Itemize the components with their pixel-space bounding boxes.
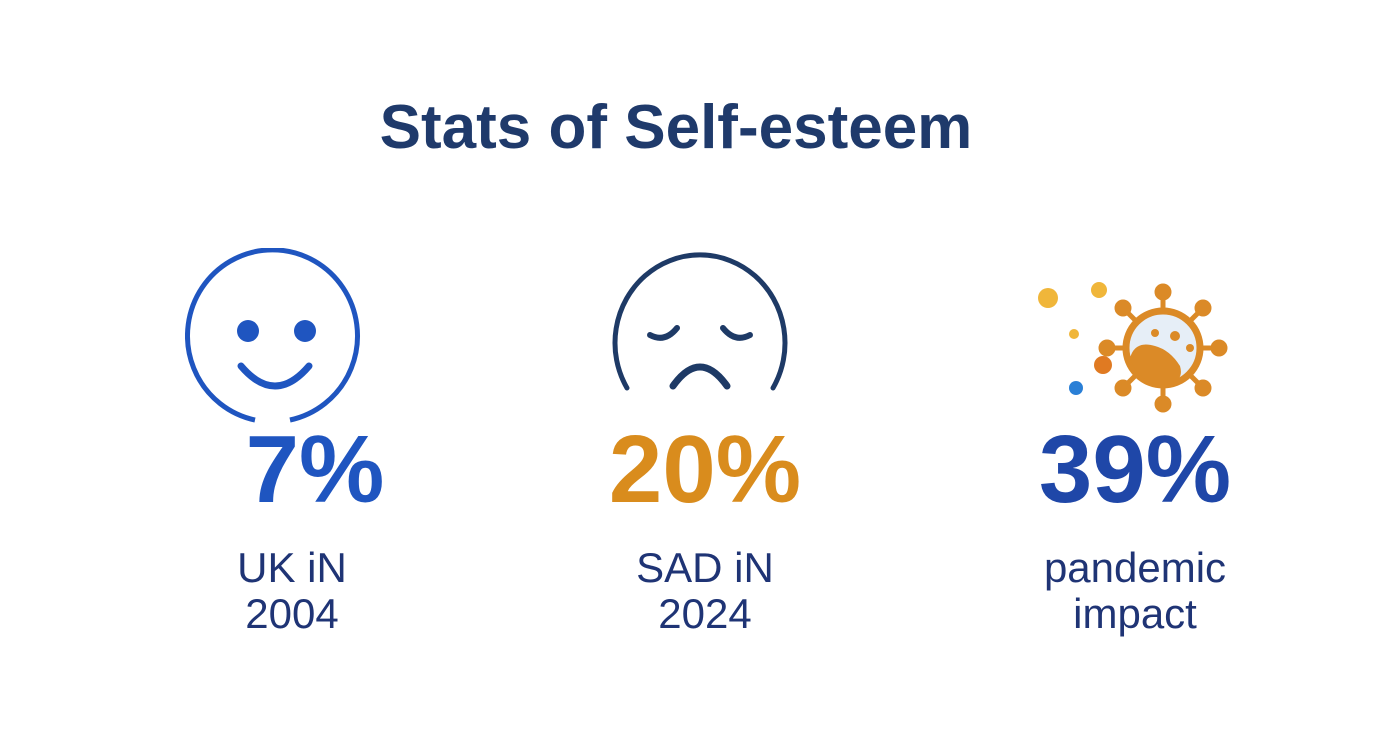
- stat-value-uk: 7%: [245, 416, 385, 523]
- stat-value-sad: 20%: [608, 416, 802, 523]
- stat-label-line: 2004: [245, 590, 339, 637]
- stat-label-line: SAD iN: [636, 544, 774, 591]
- sad-face-icon: [612, 252, 788, 391]
- stat-label-line: impact: [1073, 590, 1197, 637]
- stat-label-sad: SAD iN 2024: [595, 545, 815, 637]
- smiley-face-icon: [185, 248, 360, 423]
- stat-label-line: pandemic: [1043, 544, 1227, 591]
- stat-label-line: UK iN: [237, 544, 347, 591]
- stat-label-uk: UK iN 2004: [192, 545, 392, 637]
- virus-icon: [1038, 282, 1228, 413]
- page-title: Stats of Self-esteem: [379, 93, 973, 162]
- stat-label-pandemic: pandemic impact: [1005, 545, 1265, 637]
- stat-value-pandemic: 39%: [1038, 416, 1232, 523]
- stat-label-line: 2024: [658, 590, 752, 637]
